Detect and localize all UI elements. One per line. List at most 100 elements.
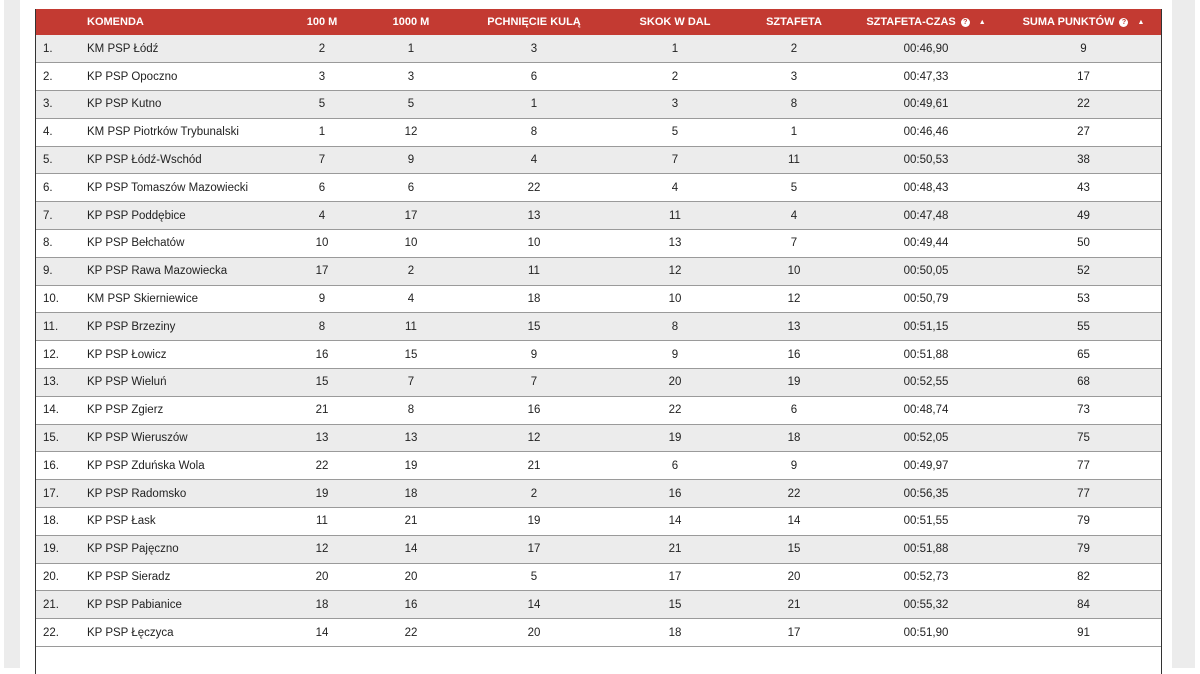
suma-punktow-cell: 55 xyxy=(1077,320,1090,333)
table-row: 5. KP PSP Łódź-Wschód 7 9 4 7 11 00:50,53 38 xyxy=(36,146,1161,174)
100m-cell: 10 xyxy=(315,237,329,250)
right-gutter xyxy=(1172,0,1195,668)
header-label: PCHNIĘCIE KULĄ xyxy=(487,16,581,28)
suma-punktow-cell: 9 xyxy=(1080,42,1087,55)
pchniecie-kula-cell: 8 xyxy=(530,126,538,139)
komenda-cell: KP PSP Radomsko xyxy=(87,487,187,500)
skok-w-dal-cell: 13 xyxy=(668,237,682,250)
header-sztafeta: SZTAFETA xyxy=(742,9,846,35)
rank-cell: 3. xyxy=(43,98,53,111)
table-row: 14. KP PSP Zgierz 21 8 16 22 6 00:48,74 73 xyxy=(36,396,1161,425)
100m-cell: 15 xyxy=(315,376,329,389)
1000m-cell: 18 xyxy=(404,487,418,500)
skok-w-dal-cell: 15 xyxy=(668,598,682,611)
sztafeta-cell: 16 xyxy=(787,348,801,361)
suma-punktow-cell: 77 xyxy=(1077,459,1090,472)
info-circle-icon[interactable]: ? xyxy=(960,17,970,27)
100m-cell: 19 xyxy=(315,487,329,500)
100m-cell: 6 xyxy=(318,181,326,194)
header-sztafeta-czas[interactable]: SZTAFETA-CZAS? ▲ xyxy=(846,9,1006,35)
rank-cell: 2. xyxy=(43,70,53,83)
sort-ascending-icon[interactable]: ▲ xyxy=(1137,18,1145,26)
suma-punktow-cell: 52 xyxy=(1077,265,1090,278)
table-row: 11. KP PSP Brzeziny 8 11 15 8 13 00:51,15 55 xyxy=(36,312,1161,341)
sztafeta-cell: 12 xyxy=(787,293,801,306)
100m-cell: 14 xyxy=(315,626,329,639)
pchniecie-kula-cell: 7 xyxy=(530,376,538,389)
skok-w-dal-cell: 5 xyxy=(671,126,679,139)
info-circle-icon[interactable]: ? xyxy=(1119,17,1129,27)
table-row: 20. KP PSP Sieradz 20 20 5 17 20 00:52,73 82 xyxy=(36,563,1161,591)
table-row: 7. KP PSP Poddębice 4 17 13 11 4 00:47,48 49 xyxy=(36,201,1161,230)
suma-punktow-cell: 38 xyxy=(1077,154,1090,167)
sztafeta-cell: 14 xyxy=(787,515,801,528)
rank-cell: 14. xyxy=(43,404,59,417)
rank-cell: 19. xyxy=(43,543,59,556)
rank-cell: 8. xyxy=(43,237,53,250)
pchniecie-kula-cell: 17 xyxy=(527,543,541,556)
skok-w-dal-cell: 14 xyxy=(668,515,682,528)
pchniecie-kula-cell: 12 xyxy=(527,432,541,445)
pchniecie-kula-cell: 18 xyxy=(527,293,541,306)
table-row: 13. KP PSP Wieluń 15 7 7 20 19 00:52,55 68 xyxy=(36,368,1161,397)
skok-w-dal-cell: 16 xyxy=(668,487,682,500)
sztafeta-cell: 4 xyxy=(790,209,798,222)
table-row: 16. KP PSP Zduńska Wola 22 19 21 6 9 00:49,97 77 xyxy=(36,452,1161,480)
suma-punktow-cell: 73 xyxy=(1077,404,1090,417)
skok-w-dal-cell: 8 xyxy=(671,320,679,333)
1000m-cell: 14 xyxy=(404,543,418,556)
sztafeta-czas-cell: 00:49,97 xyxy=(903,459,949,472)
sztafeta-czas-cell: 00:56,35 xyxy=(903,487,949,500)
rank-cell: 11. xyxy=(43,320,59,333)
table-row: 1. KM PSP Łódź 2 1 3 1 2 00:46,90 9 xyxy=(36,35,1161,63)
komenda-cell: KP PSP Kutno xyxy=(87,98,162,111)
table-row: 8. KP PSP Bełchatów 10 10 10 13 7 00:49,44 50 xyxy=(36,230,1161,258)
skok-w-dal-cell: 1 xyxy=(671,42,679,55)
table-row: 19. KP PSP Pajęczno 12 14 17 21 15 00:51,88 79 xyxy=(36,535,1161,564)
sztafeta-czas-cell: 00:52,05 xyxy=(903,432,949,445)
rank-cell: 1. xyxy=(43,42,53,55)
sztafeta-cell: 6 xyxy=(790,404,798,417)
header-index xyxy=(36,9,72,35)
header-suma-punktow[interactable]: SUMA PUNKTÓW? ▲ xyxy=(1006,9,1161,35)
komenda-cell: KP PSP Tomaszów Mazowiecki xyxy=(87,181,249,194)
sztafeta-cell: 5 xyxy=(790,181,798,194)
pchniecie-kula-cell: 20 xyxy=(527,626,541,639)
suma-punktow-cell: 75 xyxy=(1077,432,1090,445)
rank-cell: 10. xyxy=(43,293,59,306)
table-row: 17. KP PSP Radomsko 19 18 2 16 22 00:56,35 77 xyxy=(36,479,1161,508)
sort-ascending-icon[interactable]: ▲ xyxy=(978,18,986,26)
sztafeta-cell: 22 xyxy=(787,487,801,500)
1000m-cell: 5 xyxy=(407,98,415,111)
header-1000m: 1000 M xyxy=(362,9,460,35)
sztafeta-cell: 19 xyxy=(787,376,801,389)
rank-cell: 21. xyxy=(43,598,59,611)
sztafeta-czas-cell: 00:49,61 xyxy=(903,98,949,111)
pchniecie-kula-cell: 22 xyxy=(527,181,541,194)
1000m-cell: 2 xyxy=(407,265,415,278)
suma-punktow-cell: 50 xyxy=(1077,237,1090,250)
1000m-cell: 10 xyxy=(404,237,418,250)
komenda-cell: KM PSP Piotrków Trybunalski xyxy=(87,126,239,139)
sztafeta-cell: 1 xyxy=(790,126,798,139)
komenda-cell: KM PSP Skierniewice xyxy=(87,293,198,306)
sztafeta-cell: 20 xyxy=(787,571,801,584)
pchniecie-kula-cell: 10 xyxy=(527,237,541,250)
sztafeta-cell: 10 xyxy=(787,265,801,278)
skok-w-dal-cell: 19 xyxy=(668,432,682,445)
komenda-cell: KP PSP Łódź-Wschód xyxy=(87,154,202,167)
komenda-cell: KP PSP Pajęczno xyxy=(87,543,179,556)
suma-punktow-cell: 27 xyxy=(1077,126,1090,139)
sztafeta-czas-cell: 00:47,48 xyxy=(903,209,949,222)
skok-w-dal-cell: 20 xyxy=(668,376,682,389)
1000m-cell: 12 xyxy=(404,126,418,139)
sztafeta-cell: 18 xyxy=(787,432,801,445)
100m-cell: 7 xyxy=(318,154,326,167)
skok-w-dal-cell: 10 xyxy=(668,293,682,306)
sztafeta-czas-cell: 00:49,44 xyxy=(903,237,949,250)
pchniecie-kula-cell: 1 xyxy=(530,98,538,111)
table-row: 3. KP PSP Kutno 5 5 1 3 8 00:49,61 22 xyxy=(36,90,1161,119)
table-row: 9. KP PSP Rawa Mazowiecka 17 2 11 12 10 00:50,0… xyxy=(36,257,1161,286)
rank-cell: 12. xyxy=(43,348,59,361)
sztafeta-czas-cell: 00:51,55 xyxy=(903,515,949,528)
